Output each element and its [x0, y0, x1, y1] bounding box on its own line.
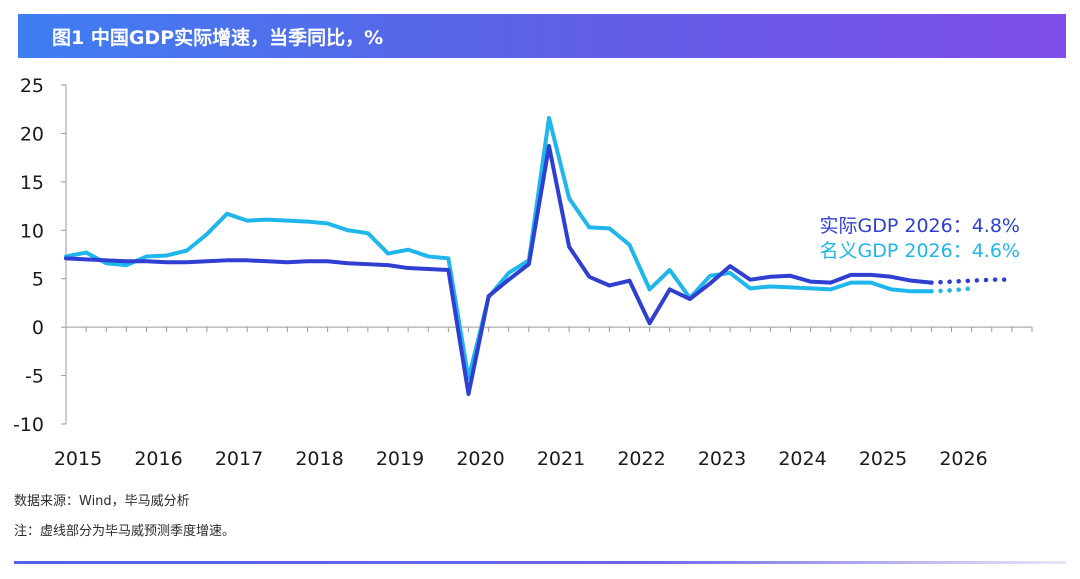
x-tick-label: 2025 — [859, 448, 907, 470]
x-tick-label: 2020 — [456, 448, 504, 470]
x-tick-label: 2018 — [295, 448, 343, 470]
x-tick-label: 2026 — [939, 448, 987, 470]
forecast-note: 注：虚线部分为毕马威预测季度增速。 — [14, 524, 236, 539]
series-line-nominal-gdp — [64, 115, 934, 381]
forecast-line-nominal-gdp — [929, 286, 974, 294]
forecast-line-real-gdp — [929, 277, 1015, 285]
x-tick-label: 2024 — [778, 448, 826, 470]
x-tick-label: 2015 — [54, 448, 102, 470]
x-tick-label: 2022 — [617, 448, 665, 470]
x-tick-label: 2016 — [134, 448, 182, 470]
legend-real-gdp: 实际GDP 2026：4.8% — [820, 215, 1020, 237]
series-lines — [64, 115, 1015, 396]
x-tick-label: 2017 — [215, 448, 263, 470]
legend-nominal-gdp: 名义GDP 2026：4.6% — [820, 240, 1020, 262]
y-tick-label: 0 — [32, 317, 44, 339]
x-tick-label: 2023 — [698, 448, 746, 470]
y-axis-tick-labels: 25 20 15 10 5 0 -5 -10 — [13, 75, 44, 436]
y-tick-label: -5 — [25, 366, 44, 388]
y-tick-label: 10 — [20, 220, 44, 242]
bottom-rule — [14, 561, 1066, 564]
source-note: 数据来源：Wind，毕马威分析 — [14, 494, 190, 509]
y-tick-label: -10 — [13, 414, 44, 436]
x-tick-label: 2019 — [376, 448, 424, 470]
x-axis-tick-labels: 2015 2016 2017 2018 2019 2020 2021 2022 2023 2024… — [54, 448, 988, 470]
x-tick-label: 2021 — [537, 448, 585, 470]
series-line-real-gdp — [64, 144, 934, 396]
y-tick-label: 15 — [20, 172, 44, 194]
legend: 实际GDP 2026：4.8% 名义GDP 2026：4.6% — [820, 215, 1020, 262]
chart-title: 图1 中国GDP实际增速，当季同比，% — [52, 27, 384, 49]
y-tick-label: 25 — [20, 75, 44, 97]
title-banner — [14, 14, 1066, 58]
y-tick-label: 20 — [20, 123, 44, 145]
y-tick-label: 5 — [32, 269, 44, 291]
title-accent-bar — [14, 14, 18, 58]
